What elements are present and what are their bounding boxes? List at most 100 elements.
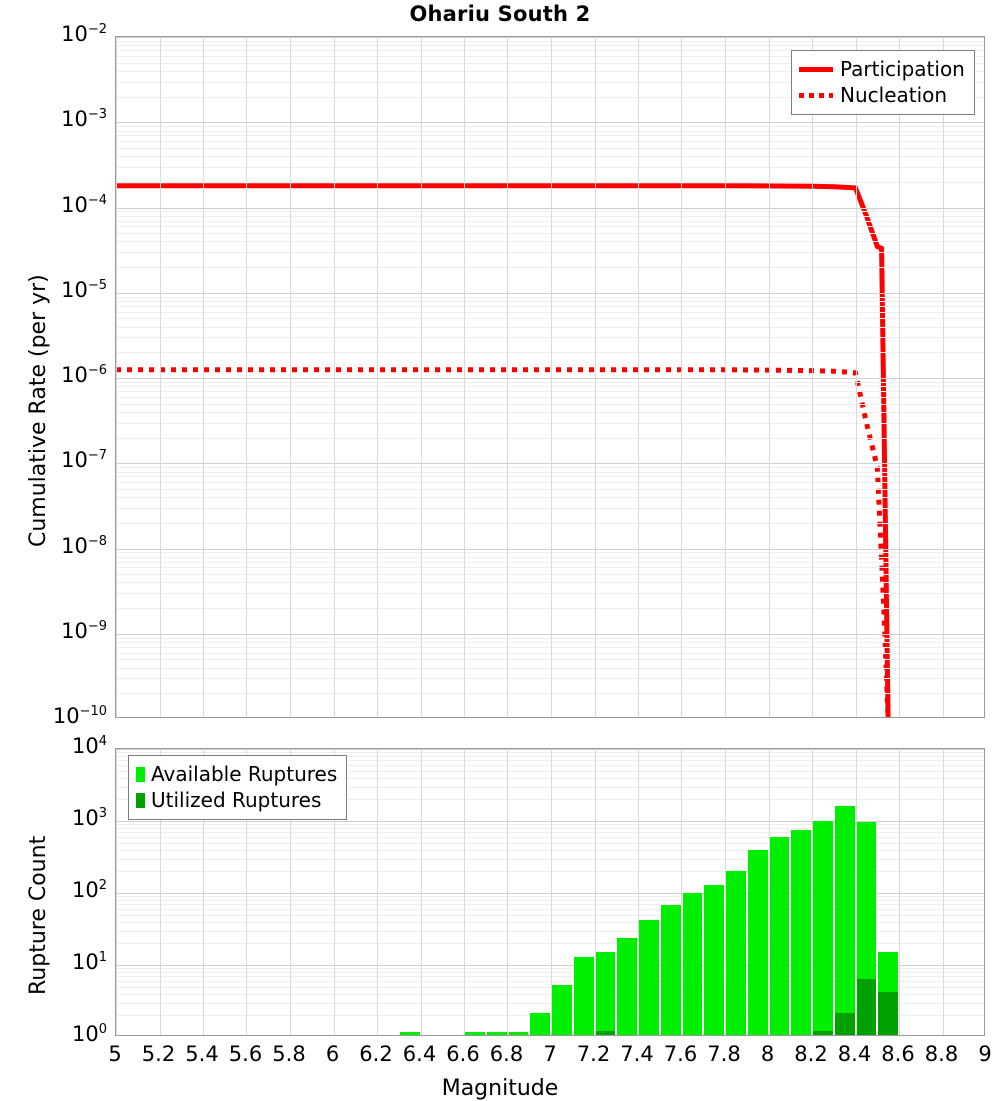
- gridline-minor: [116, 582, 984, 583]
- y-tick-label: 103: [71, 806, 107, 830]
- gridline-minor: [116, 1003, 984, 1004]
- gridline-vertical: [334, 37, 335, 717]
- gridline-vertical: [421, 37, 422, 717]
- gridline-minor: [116, 41, 984, 42]
- gridline-minor: [116, 778, 984, 779]
- gridline-minor: [116, 900, 984, 901]
- gridline-minor: [116, 871, 984, 872]
- gridline-vertical: [856, 37, 857, 717]
- bar-available-ruptures: [465, 1032, 485, 1035]
- gridline-vertical: [246, 37, 247, 717]
- gridline-minor: [116, 915, 984, 916]
- x-tick-label: 7.2: [576, 1042, 611, 1066]
- gridline-minor: [116, 896, 984, 897]
- gridline-minor: [116, 1015, 984, 1016]
- gridline-vertical: [334, 749, 335, 1035]
- x-tick-label: 6.8: [489, 1042, 524, 1066]
- gridline-minor: [116, 216, 984, 217]
- gridline-minor: [116, 922, 984, 923]
- gridline-minor: [116, 668, 984, 669]
- gridline-minor: [116, 386, 984, 387]
- gridline-vertical: [203, 37, 204, 717]
- gridline-minor: [116, 135, 984, 136]
- gridline-vertical: [116, 749, 117, 1035]
- bar-available-ruptures: [639, 919, 659, 1035]
- gridline-vertical: [246, 749, 247, 1035]
- gridline-minor: [116, 397, 984, 398]
- gridline-minor: [116, 126, 984, 127]
- gridline-vertical: [116, 37, 117, 717]
- gridline-minor: [116, 765, 984, 766]
- gridline-major: [116, 634, 984, 635]
- gridline-vertical: [551, 37, 552, 717]
- gridline-minor: [116, 226, 984, 227]
- bottom-panel-legend: Available Ruptures Utilized Ruptures: [128, 755, 348, 820]
- gridline-vertical: [812, 37, 813, 717]
- bottom-panel-y-axis-title: Rupture Count: [26, 835, 51, 995]
- gridline-minor: [116, 233, 984, 234]
- bar-available-ruptures: [595, 952, 616, 1035]
- bar-available-ruptures: [682, 892, 703, 1035]
- gridline-minor: [116, 423, 984, 424]
- gridline-minor: [116, 497, 984, 498]
- gridline-minor: [116, 382, 984, 383]
- gridline-minor: [116, 241, 984, 242]
- gridline-minor: [116, 508, 984, 509]
- gridline-minor: [116, 843, 984, 844]
- gridline-minor: [116, 828, 984, 829]
- legend-item-participation: Participation: [799, 56, 965, 82]
- bar-available-ruptures: [834, 806, 855, 1035]
- gridline-major: [116, 463, 984, 464]
- y-tick-label: 10−8: [61, 533, 107, 558]
- gridline-minor: [116, 306, 984, 307]
- gridline-major: [116, 37, 984, 38]
- gridline-minor: [116, 976, 984, 977]
- gridline-minor: [116, 472, 984, 473]
- gridline-vertical: [203, 749, 204, 1035]
- gridline-minor: [116, 642, 984, 643]
- gridline-minor: [116, 787, 984, 788]
- gridline-minor: [116, 859, 984, 860]
- gridline-vertical: [899, 37, 900, 717]
- page-title: Ohariu South 2: [409, 2, 591, 26]
- y-tick-label: 101: [71, 950, 107, 974]
- gridline-vertical: [943, 37, 944, 717]
- gridline-minor: [116, 327, 984, 328]
- bar-utilized-ruptures: [878, 991, 898, 1035]
- gridline-minor: [116, 832, 984, 833]
- gridline-minor: [116, 837, 984, 838]
- gridline-vertical: [421, 749, 422, 1035]
- bar-available-ruptures: [399, 1032, 420, 1035]
- gridline-minor: [116, 182, 984, 183]
- utilized-ruptures-swatch-icon: [136, 792, 145, 808]
- y-tick-label: 10−2: [61, 22, 107, 46]
- gridline-vertical: [638, 37, 639, 717]
- gridline-vertical: [464, 749, 465, 1035]
- gridline-minor: [116, 131, 984, 132]
- gridline-minor: [116, 56, 984, 57]
- gridline-minor: [116, 557, 984, 558]
- gridline-minor: [116, 45, 984, 46]
- gridline-minor: [116, 476, 984, 477]
- gridline-minor: [116, 608, 984, 609]
- x-tick-label: 7: [543, 1042, 557, 1066]
- bar-available-ruptures: [508, 1032, 529, 1035]
- gridline-minor: [116, 141, 984, 142]
- gridline-minor: [116, 523, 984, 524]
- bar-available-ruptures: [552, 984, 572, 1035]
- gridline-minor: [116, 404, 984, 405]
- gridline-vertical: [160, 749, 161, 1035]
- top-panel-y-axis-title: Cumulative Rate (per yr): [26, 274, 51, 547]
- x-tick-label: 6.4: [402, 1042, 437, 1066]
- bar-available-ruptures: [660, 905, 681, 1035]
- gridline-vertical: [290, 749, 291, 1035]
- gridline-minor: [116, 943, 984, 944]
- bar-utilized-ruptures: [813, 1031, 833, 1035]
- bar-available-ruptures: [573, 957, 594, 1035]
- gridline-major: [116, 122, 984, 123]
- bar-available-ruptures: [530, 1013, 550, 1035]
- gridline-minor: [116, 562, 984, 563]
- gridline-minor: [116, 850, 984, 851]
- x-tick-label: 8: [760, 1042, 775, 1066]
- gridline-minor: [116, 981, 984, 982]
